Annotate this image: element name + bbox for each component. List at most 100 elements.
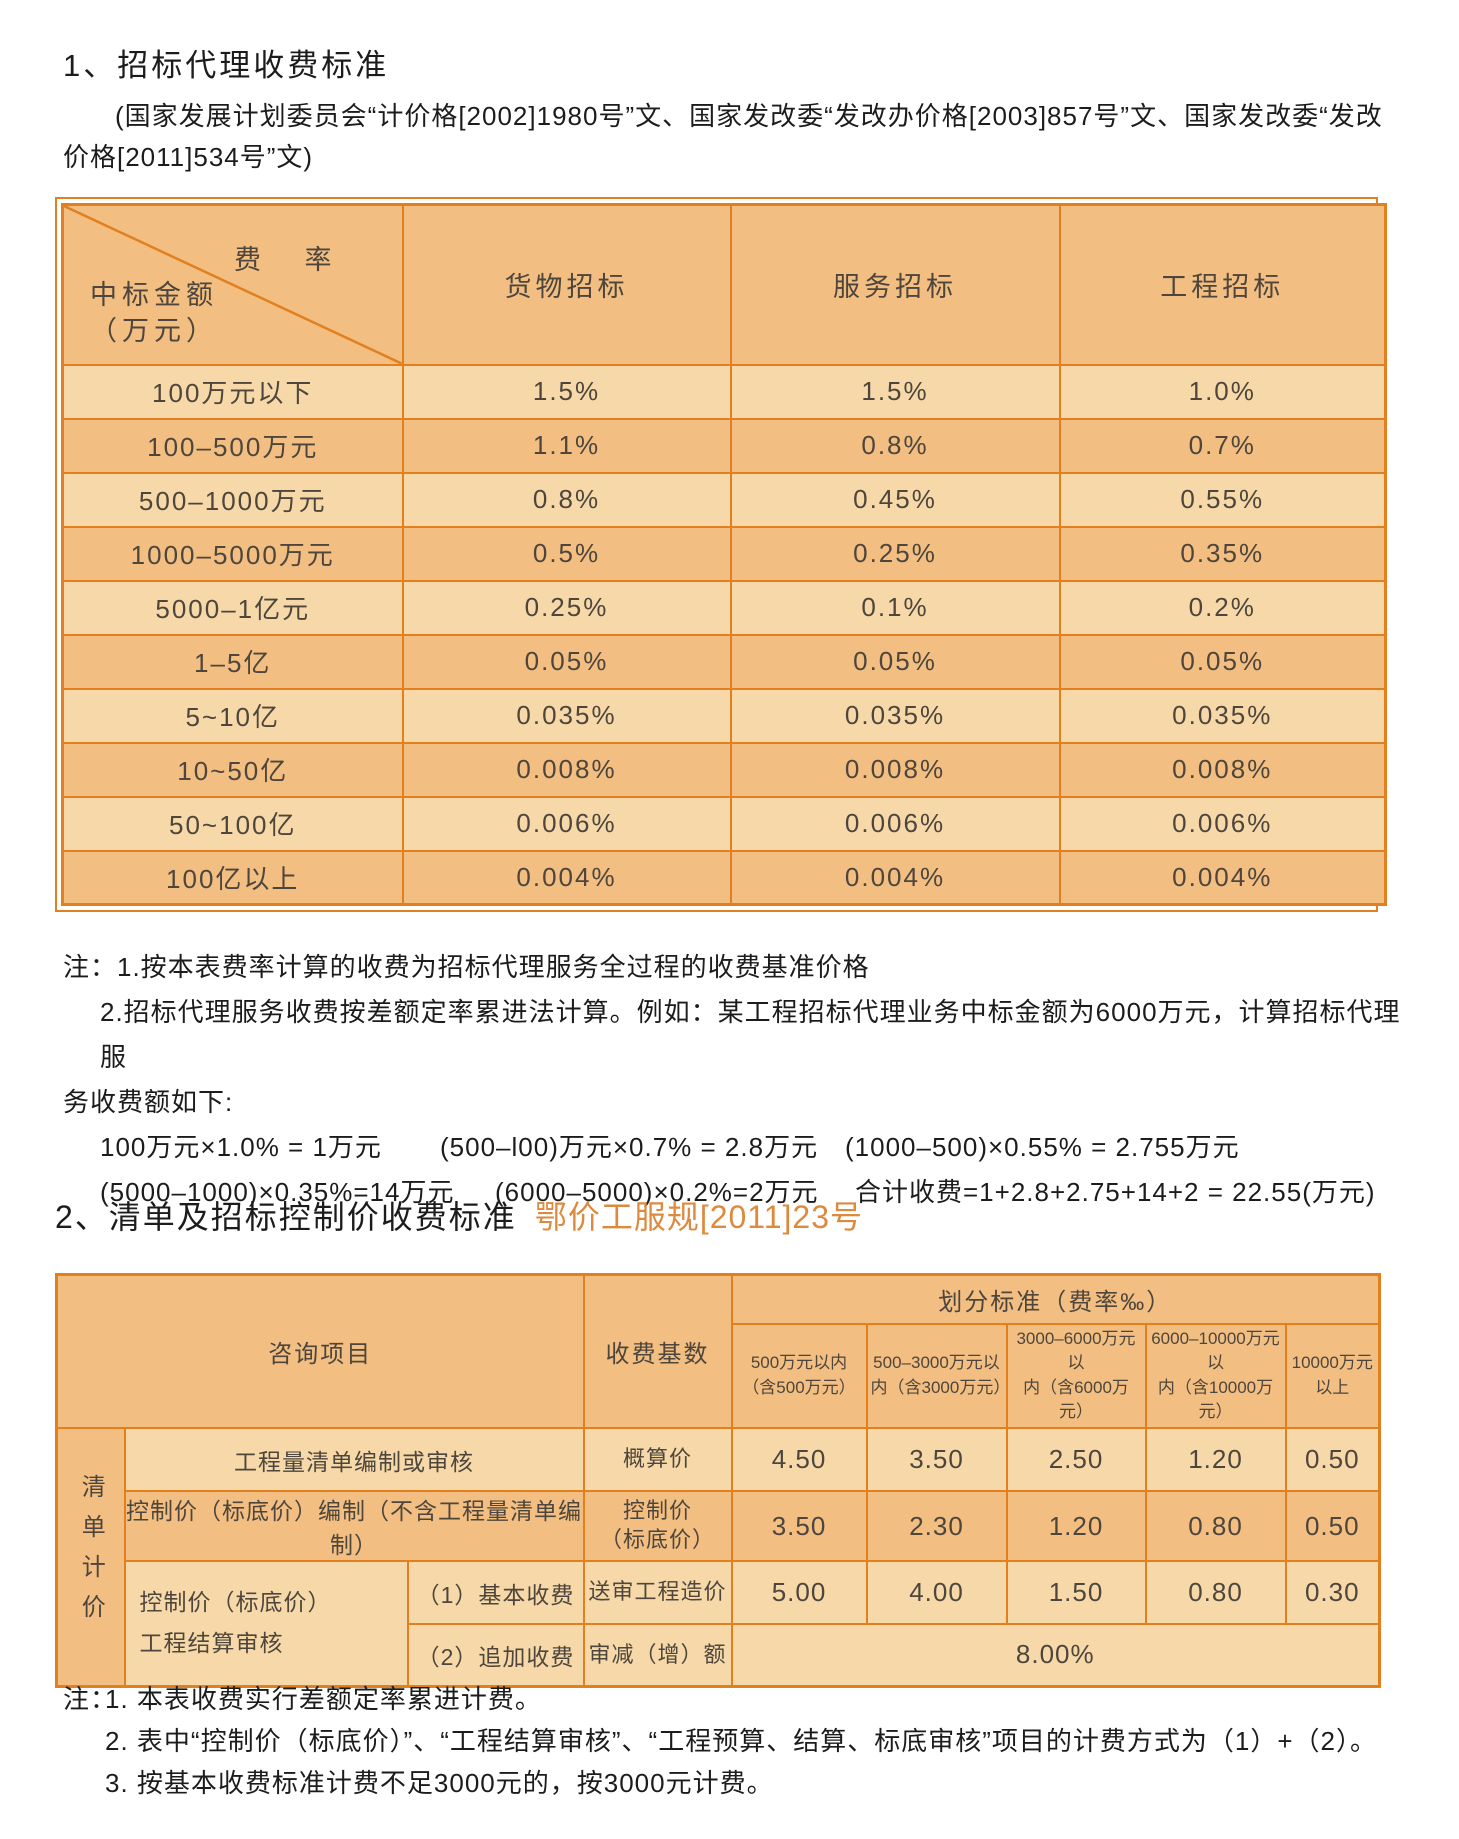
rate-cell: 1.50 <box>1005 1560 1147 1626</box>
note-line: 注： 1. 本表收费实行差额定率累进计费。 <box>63 1678 1433 1720</box>
note-line: 3. 按基本收费标准计费不足3000元的，按3000元计费。 <box>63 1762 1433 1804</box>
engineering-rate-cell: 0.008% <box>1058 741 1387 798</box>
table-row: 500–1000万元 0.8% 0.45% 0.55% <box>61 471 1387 528</box>
table-row: 清单计价 工程量清单编制或审核 概算价 4.50 3.50 2.50 1.20 … <box>55 1427 1381 1688</box>
section2-regulation-ref: 鄂价工服规[2011]23号 <box>534 1199 864 1235</box>
rate-cell: 0.80 <box>1144 1560 1287 1626</box>
column-header-engineering: 工程招标 <box>1058 203 1387 366</box>
engineering-rate-cell: 0.7% <box>1058 417 1387 474</box>
table-row: 10~50亿 0.008% 0.008% 0.008% <box>61 741 1387 798</box>
rate-cell: 5.00 <box>730 1560 868 1626</box>
engineering-rate-cell: 0.035% <box>1058 687 1387 744</box>
base-cell: 控制价 （标底价） <box>582 1490 733 1563</box>
table-row: 1–5亿 0.05% 0.05% 0.05% <box>61 633 1387 690</box>
merged-rate-cell: 8.00% <box>730 1623 1381 1688</box>
service-rate-cell: 0.008% <box>729 741 1061 798</box>
section2-title-text: 2、清单及招标控制价收费标准 <box>55 1199 517 1235</box>
engineering-rate-cell: 0.55% <box>1058 471 1387 528</box>
row-label-cell: 100万元以下 <box>61 363 404 420</box>
engineering-rate-cell: 0.006% <box>1058 795 1387 852</box>
tier-header: 6000–10000万元以 内（含10000万元） <box>1144 1322 1287 1430</box>
row-label-cell: 5~10亿 <box>61 687 404 744</box>
rate-cell: 2.30 <box>865 1490 1008 1563</box>
fee-type-cell: （1）基本收费 <box>406 1560 585 1626</box>
service-rate-cell: 0.006% <box>729 795 1061 852</box>
header-base: 收费基数 <box>582 1273 733 1430</box>
fee-type-cell: （2）追加收费 <box>406 1623 585 1688</box>
calculation-line: 100万元×1.0% = 1万元 (500–l00)万元×0.7% = 2.8万… <box>63 1125 1423 1170</box>
goods-rate-cell: 0.004% <box>401 849 732 906</box>
rate-axis-label: 费 率 <box>233 245 350 275</box>
rate-cell: 2.50 <box>1005 1427 1147 1493</box>
calc-item: 100万元×1.0% = 1万元 <box>100 1132 382 1162</box>
group-label-cell: 清单计价 <box>55 1427 126 1688</box>
row-label-cell: 1000–5000万元 <box>61 525 404 582</box>
service-rate-cell: 0.035% <box>729 687 1061 744</box>
engineering-rate-cell: 0.2% <box>1058 579 1387 636</box>
note-line: 注：1.按本表费率计算的收费为招标代理服务全过程的收费基准价格 <box>63 952 870 982</box>
table-row: （2）追加收费 审减（增）额 8.00% <box>57 1623 1381 1688</box>
calc-item: (500–l00)万元×0.7% = 2.8万元 <box>440 1132 819 1162</box>
tier-header-row: 500万元以内 （含500万元） 500–3000万元以 内（含3000万元） … <box>57 1322 1381 1430</box>
goods-rate-cell: 0.035% <box>401 687 732 744</box>
header-project: 咨询项目 <box>55 1273 585 1430</box>
note-text: 1. 本表收费实行差额定率累进计费。 <box>105 1684 542 1714</box>
row-label-cell: 100亿以上 <box>61 849 404 906</box>
goods-rate-cell: 0.006% <box>401 795 732 852</box>
table-row: 5000–1亿元 0.25% 0.1% 0.2% <box>61 579 1387 636</box>
engineering-rate-cell: 0.35% <box>1058 525 1387 582</box>
row-label-cell: 100–500万元 <box>61 417 404 474</box>
note-line: 2. 表中“控制价（标底价）”、“工程结算审核”、“工程预算、结算、标底审核”项… <box>63 1720 1433 1762</box>
rate-cell: 3.50 <box>730 1490 868 1563</box>
goods-rate-cell: 0.8% <box>401 471 732 528</box>
table-row: 控制价（标底价） 工程结算审核 （1）基本收费 送审工程造价 5.00 4.00… <box>57 1560 1381 1688</box>
service-rate-cell: 0.004% <box>729 849 1061 906</box>
service-rate-cell: 0.05% <box>729 633 1061 690</box>
group-label: 清单计价 <box>77 1474 105 1635</box>
service-rate-cell: 1.5% <box>729 363 1061 420</box>
project-group-cell: 控制价（标底价） 工程结算审核 <box>123 1560 409 1688</box>
tier-header: 10000万元 以上 <box>1284 1322 1381 1430</box>
base-cell: 审减（增）额 <box>582 1623 733 1688</box>
table-row: 5~10亿 0.035% 0.035% 0.035% <box>61 687 1387 744</box>
diagonal-line <box>64 206 402 364</box>
calculation-line: (5000–1000)×0.35%=14万元 (6000–5000)×0.2%=… <box>63 1170 1423 1215</box>
rate-cell: 1.20 <box>1005 1490 1147 1563</box>
source-note-line1: (国家发展计划委员会“计价格[2002]1980号”文、国家发改委“发改办价格[… <box>115 101 1383 131</box>
calc-item: (1000–500)×0.55% = 2.755万元 <box>845 1132 1240 1162</box>
goods-rate-cell: 0.25% <box>401 579 732 636</box>
base-cell: 送审工程造价 <box>582 1560 733 1626</box>
calc-item: 合计收费=1+2.8+2.75+14+2 = 22.55(万元) <box>855 1177 1376 1207</box>
note-line: 2.招标代理服务收费按差额定率累进法计算。例如：某工程招标代理业务中标金额为60… <box>100 997 1401 1072</box>
amount-axis-label: 中标金额 （万元） <box>90 279 218 347</box>
goods-rate-cell: 0.5% <box>401 525 732 582</box>
rate-cell: 0.80 <box>1144 1490 1287 1563</box>
pricing-table-frame: 咨询项目 收费基数 划分标准（费率‰） 500万元以内 （含500万元） 500… <box>55 1273 1382 1688</box>
section2-notes: 注： 1. 本表收费实行差额定率累进计费。 2. 表中“控制价（标底价）”、“工… <box>63 1678 1433 1804</box>
engineering-rate-cell: 1.0% <box>1058 363 1387 420</box>
corner-cell: 费 率 中标金额 （万元） <box>61 203 404 366</box>
calc-item: (6000–5000)×0.2%=2万元 <box>495 1177 819 1207</box>
agency-fee-table-frame: 费 率 中标金额 （万元） 货物招标 服务招标 工程招标 100万元以下 1.5… <box>55 197 1387 912</box>
rate-cell: 0.30 <box>1284 1560 1381 1626</box>
goods-rate-cell: 1.1% <box>401 417 732 474</box>
note-text: 2. 表中“控制价（标底价）”、“工程结算审核”、“工程预算、结算、标底审核”项… <box>105 1726 1377 1756</box>
engineering-rate-cell: 0.05% <box>1058 633 1387 690</box>
project-cell: 工程量清单编制或审核 <box>123 1427 585 1493</box>
service-rate-cell: 0.8% <box>729 417 1061 474</box>
tier-header: 500万元以内 （含500万元） <box>730 1322 868 1430</box>
section1-source-note: (国家发展计划委员会“计价格[2002]1980号”文、国家发改委“发改办价格[… <box>63 96 1408 178</box>
goods-rate-cell: 0.008% <box>401 741 732 798</box>
tier-header: 3000–6000万元以 内（含6000万元） <box>1005 1322 1147 1430</box>
table-row: 50~100亿 0.006% 0.006% 0.006% <box>61 795 1387 852</box>
rate-cell: 4.00 <box>865 1560 1008 1626</box>
engineering-rate-cell: 0.004% <box>1058 849 1387 906</box>
rate-cell: 0.50 <box>1284 1490 1381 1563</box>
note-prefix: 注： <box>63 1684 118 1714</box>
rate-cell: 3.50 <box>865 1427 1008 1493</box>
section1-title: 1、招标代理收费标准 <box>63 48 390 83</box>
rate-cell: 0.50 <box>1284 1427 1381 1493</box>
calc-item: (5000–1000)×0.35%=14万元 <box>100 1177 455 1207</box>
goods-rate-cell: 0.05% <box>401 633 732 690</box>
